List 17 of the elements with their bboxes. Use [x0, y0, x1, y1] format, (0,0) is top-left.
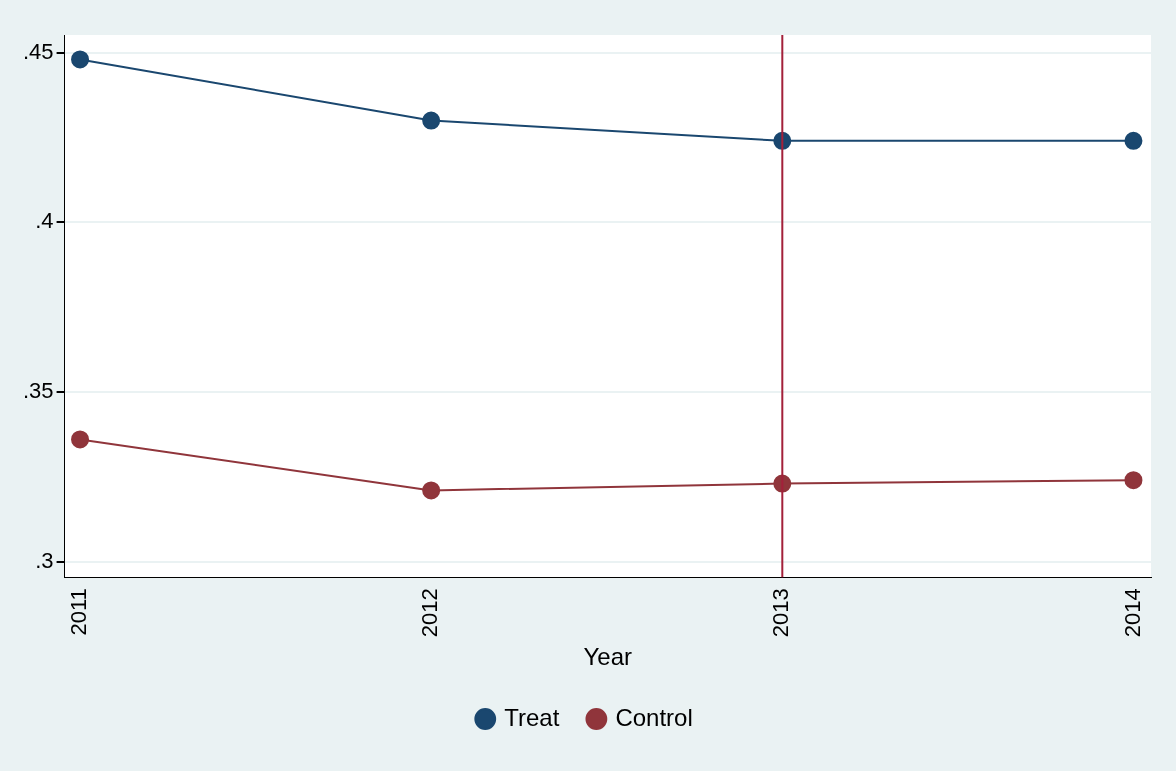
x-tick-label: 2014: [1119, 588, 1145, 638]
point: [71, 50, 90, 69]
point: [1124, 131, 1143, 150]
legend-label: Control: [615, 703, 693, 731]
y-tick-label: .4: [35, 208, 54, 234]
point: [1124, 471, 1143, 490]
x-tick-label: 2013: [768, 588, 794, 638]
y-tick-label: .3: [35, 547, 54, 573]
point: [71, 430, 90, 449]
point: [422, 481, 441, 500]
point: [422, 111, 441, 130]
x-tick-label: 2011: [66, 588, 92, 636]
y-tick-label: .45: [22, 38, 54, 64]
y-tick-label: .35: [22, 378, 54, 404]
x-axis-title: Year: [583, 643, 633, 671]
x-tick-label: 2012: [417, 588, 443, 638]
legend-label: Treat: [504, 703, 560, 731]
